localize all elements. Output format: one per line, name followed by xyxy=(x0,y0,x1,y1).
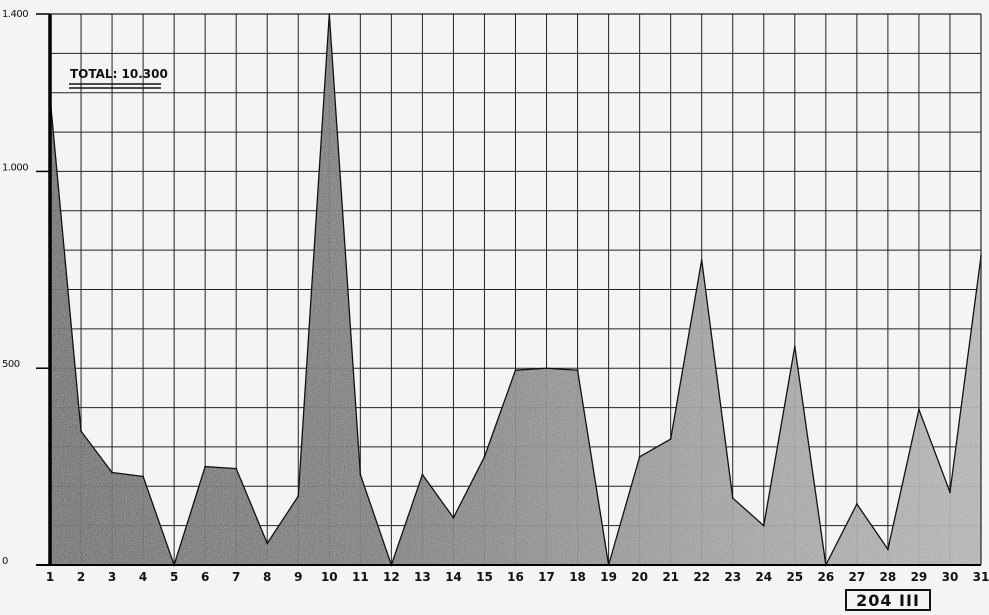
x-tick-label: 5 xyxy=(170,570,178,584)
data-point xyxy=(638,455,641,458)
x-tick-label: 8 xyxy=(263,570,271,584)
y-tick-label: 1.400 xyxy=(2,9,28,20)
data-point xyxy=(762,524,765,527)
total-label: TOTAL: 10.300 xyxy=(70,67,168,81)
data-point xyxy=(359,473,362,476)
data-point xyxy=(887,548,889,551)
x-tick-label: 9 xyxy=(294,570,302,584)
data-point xyxy=(669,438,672,440)
x-tick-label: 27 xyxy=(849,570,866,584)
x-tick-label: 29 xyxy=(911,570,928,584)
y-tick-label: 1.000 xyxy=(2,162,28,173)
total-annotation: TOTAL: 10.300 xyxy=(69,67,168,89)
x-tick-label: 25 xyxy=(786,570,803,584)
x-tick-label: 18 xyxy=(569,570,586,584)
data-point xyxy=(918,408,920,411)
data-point xyxy=(949,491,951,494)
data-point xyxy=(731,497,734,499)
x-tick-label: 13 xyxy=(414,570,431,584)
data-point xyxy=(452,516,455,519)
x-tick-label: 23 xyxy=(724,570,741,584)
data-point xyxy=(235,467,238,470)
grid xyxy=(49,13,982,566)
area-fill xyxy=(50,14,981,565)
plate-box: 204 III xyxy=(845,589,931,611)
x-tick-label: 12 xyxy=(383,570,400,584)
plate-border xyxy=(845,589,931,611)
data-point xyxy=(297,495,300,498)
data-point xyxy=(111,471,113,474)
axes xyxy=(36,13,982,566)
data-point xyxy=(855,503,858,505)
data-point xyxy=(545,367,548,370)
x-tick-label: 22 xyxy=(693,570,710,584)
data-point xyxy=(576,369,579,372)
data-point xyxy=(266,542,269,545)
plate-label: 204 III xyxy=(856,591,920,610)
data-point xyxy=(700,259,703,261)
x-tick-label: 7 xyxy=(232,570,240,584)
x-tick-label: 16 xyxy=(507,570,524,584)
x-tick-label: 24 xyxy=(755,570,772,584)
x-tick-label: 10 xyxy=(321,570,338,584)
x-axis-ticks: 1 2 3 4 5 6 7 8 9 10 11 12 13 14 15 16 17 18 19 20 21 22 23 24 2… xyxy=(46,570,989,584)
x-tick-label: 4 xyxy=(139,570,147,584)
data-point xyxy=(80,430,82,433)
x-tick-label: 14 xyxy=(445,570,462,584)
data-point xyxy=(421,473,424,476)
y-tick-label: 500 xyxy=(2,359,20,370)
x-tick-label: 15 xyxy=(476,570,493,584)
x-tick-label: 20 xyxy=(631,570,648,584)
x-tick-label: 2 xyxy=(77,570,85,584)
x-tick-label: 28 xyxy=(880,570,897,584)
data-point xyxy=(483,455,486,458)
data-point xyxy=(514,369,517,372)
x-tick-label: 26 xyxy=(817,570,834,584)
x-tick-label: 6 xyxy=(201,570,209,584)
data-point xyxy=(204,465,207,468)
x-tick-label: 1 xyxy=(46,570,54,584)
x-tick-label: 19 xyxy=(600,570,617,584)
x-tick-label: 31 xyxy=(973,570,989,584)
x-tick-label: 17 xyxy=(538,570,555,584)
x-tick-label: 11 xyxy=(352,570,369,584)
x-tick-label: 3 xyxy=(108,570,116,584)
x-tick-label: 21 xyxy=(662,570,679,584)
x-tick-label: 30 xyxy=(942,570,959,584)
data-point xyxy=(793,345,796,348)
y-tick-label: 0 xyxy=(2,556,8,567)
y-axis-ticks: 0 500 1.000 1.400 xyxy=(2,9,50,567)
data-point xyxy=(142,475,145,478)
